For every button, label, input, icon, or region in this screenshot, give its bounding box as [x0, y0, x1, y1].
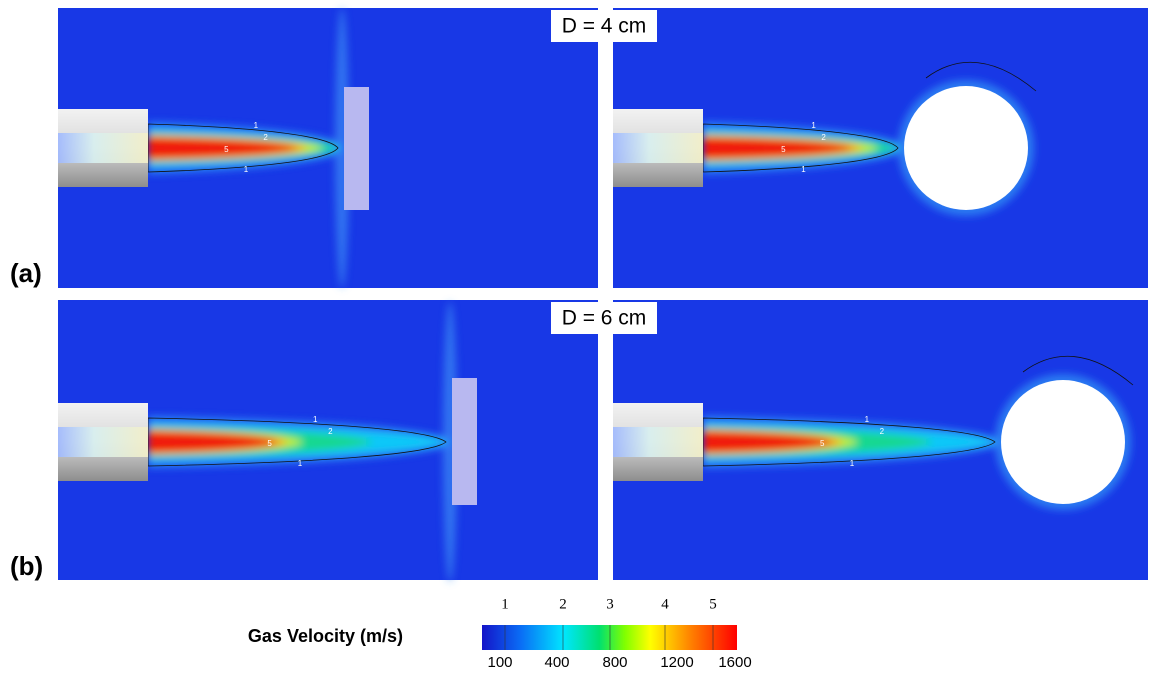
contour-label: 5: [267, 439, 272, 448]
contour-label: 1: [244, 165, 249, 174]
contour-label: 1: [850, 459, 855, 468]
contour-label: 5: [820, 439, 825, 448]
contour-label: 1: [801, 165, 806, 174]
contour-label: 2: [263, 133, 268, 142]
contour-label: 1: [811, 121, 816, 130]
nozzle-bore: [58, 133, 148, 163]
contour-label: 5: [224, 145, 229, 154]
colorbar-tick-label: 100: [487, 654, 512, 671]
title-box: [551, 302, 657, 334]
colorbar-tick-label: 400: [544, 654, 569, 671]
nozzle-bore: [613, 133, 703, 163]
colorbar-tick-label: 800: [602, 654, 627, 671]
contour-line: [702, 123, 899, 173]
nozzle-bore: [58, 427, 148, 457]
contour-label: 1: [254, 121, 259, 130]
colorbar-title: Gas Velocity (m/s): [248, 626, 403, 646]
jet: [148, 302, 457, 582]
nozzle-bore: [613, 427, 703, 457]
cylinder: [904, 86, 1028, 210]
contour-label: 5: [781, 145, 786, 154]
colorbar-tick-label: 1600: [718, 654, 751, 671]
contour-label: 1: [865, 415, 870, 424]
jet-layer: [703, 137, 853, 159]
row-title: D = 4 cm: [562, 15, 647, 38]
contour-label: 2: [328, 427, 333, 436]
colorbar: [482, 625, 737, 650]
contour-level-label: 1: [501, 596, 509, 612]
contour-level-label: 5: [709, 596, 717, 612]
plate: [452, 378, 477, 505]
cylinder: [1001, 380, 1125, 504]
contour-label: 1: [313, 415, 318, 424]
contour-level-label: 3: [606, 596, 614, 612]
row-label: (a): [10, 258, 42, 288]
jet-layer: [148, 431, 278, 453]
contour-level-label: 2: [559, 596, 567, 612]
contour-line: [702, 417, 996, 467]
row-label: (b): [10, 551, 43, 581]
plate: [344, 87, 369, 210]
contour-label: 1: [298, 459, 303, 468]
contour-level-label: 4: [661, 596, 669, 612]
colorbar-tick-label: 1200: [660, 654, 693, 671]
contour-label: 2: [821, 133, 826, 142]
title-box: [551, 10, 657, 42]
jet-layer: [148, 137, 298, 159]
contour-line: [147, 123, 339, 173]
contour-label: 2: [880, 427, 885, 436]
contour-line: [147, 417, 447, 467]
contour-line: [1022, 355, 1134, 386]
contour-line: [925, 61, 1037, 92]
jet-layer: [703, 431, 833, 453]
row-title: D = 6 cm: [562, 307, 647, 330]
